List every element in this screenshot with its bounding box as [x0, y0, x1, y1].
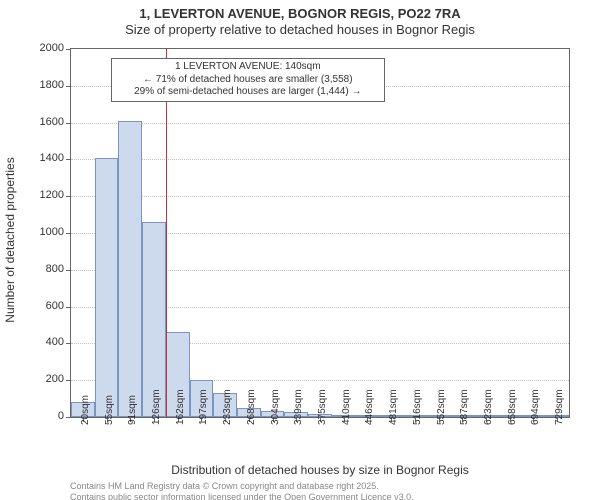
x-tick-label: 304sqm [270, 389, 281, 425]
y-tick-label: 200 [4, 373, 64, 385]
x-tick-label: 481sqm [388, 389, 399, 425]
y-tick-label: 1600 [4, 116, 64, 128]
x-tick-label: 516sqm [412, 389, 423, 425]
x-tick-label: 339sqm [293, 389, 304, 425]
x-tick-label: 694sqm [530, 389, 541, 425]
title-line-1: 1, LEVERTON AVENUE, BOGNOR REGIS, PO22 7… [139, 6, 460, 21]
gridline [71, 123, 569, 124]
x-tick-label: 729sqm [554, 389, 565, 425]
y-tick [66, 159, 71, 160]
plot-area: 20sqm55sqm91sqm126sqm162sqm197sqm233sqm2… [70, 48, 570, 418]
x-axis-label: Distribution of detached houses by size … [70, 463, 570, 477]
y-tick [66, 343, 71, 344]
y-tick-label: 1200 [4, 189, 64, 201]
footnote: Contains HM Land Registry data © Crown c… [70, 481, 414, 500]
x-tick-label: 410sqm [341, 389, 352, 425]
x-tick-label: 162sqm [175, 389, 186, 425]
x-tick-label: 623sqm [483, 389, 494, 425]
y-tick [66, 49, 71, 50]
y-tick [66, 196, 71, 197]
x-tick-label: 20sqm [80, 395, 91, 425]
x-tick-label: 268sqm [246, 389, 257, 425]
bar [142, 222, 166, 417]
y-tick-label: 1400 [4, 152, 64, 164]
y-tick-label: 1000 [4, 226, 64, 238]
y-tick-label: 600 [4, 300, 64, 312]
y-tick [66, 417, 71, 418]
y-tick [66, 307, 71, 308]
y-tick-label: 400 [4, 336, 64, 348]
y-tick-label: 800 [4, 263, 64, 275]
y-tick-label: 2000 [4, 42, 64, 54]
x-tick-label: 446sqm [364, 389, 375, 425]
y-axis-label: Number of detached properties [3, 157, 17, 322]
gridline [71, 159, 569, 160]
y-tick [66, 86, 71, 87]
x-tick-label: 197sqm [198, 389, 209, 425]
y-tick [66, 233, 71, 234]
footnote-line-1: Contains HM Land Registry data © Crown c… [70, 481, 379, 491]
annotation-box: 1 LEVERTON AVENUE: 140sqm← 71% of detach… [111, 58, 385, 102]
x-tick-label: 375sqm [317, 389, 328, 425]
bar [118, 121, 142, 417]
annotation-line-1: 1 LEVERTON AVENUE: 140sqm [116, 61, 380, 74]
y-tick [66, 270, 71, 271]
gridline [71, 196, 569, 197]
x-tick-label: 91sqm [127, 395, 138, 425]
y-tick [66, 123, 71, 124]
y-tick [66, 380, 71, 381]
title-line-2: Size of property relative to detached ho… [125, 22, 475, 37]
x-tick-label: 658sqm [507, 389, 518, 425]
y-tick-label: 1800 [4, 79, 64, 91]
x-tick-label: 126sqm [151, 389, 162, 425]
footnote-line-2: Contains public sector information licen… [70, 492, 414, 500]
x-tick-label: 552sqm [436, 389, 447, 425]
x-tick-label: 233sqm [222, 389, 233, 425]
reference-line [166, 49, 167, 417]
chart-title: 1, LEVERTON AVENUE, BOGNOR REGIS, PO22 7… [0, 6, 600, 39]
x-tick-label: 587sqm [459, 389, 470, 425]
bar [95, 158, 119, 417]
y-tick-label: 0 [4, 410, 64, 422]
x-tick-label: 55sqm [104, 395, 115, 425]
annotation-line-2: ← 71% of detached houses are smaller (3,… [116, 74, 380, 87]
annotation-line-3: 29% of semi-detached houses are larger (… [116, 86, 380, 99]
chart-container: 1, LEVERTON AVENUE, BOGNOR REGIS, PO22 7… [0, 0, 600, 500]
